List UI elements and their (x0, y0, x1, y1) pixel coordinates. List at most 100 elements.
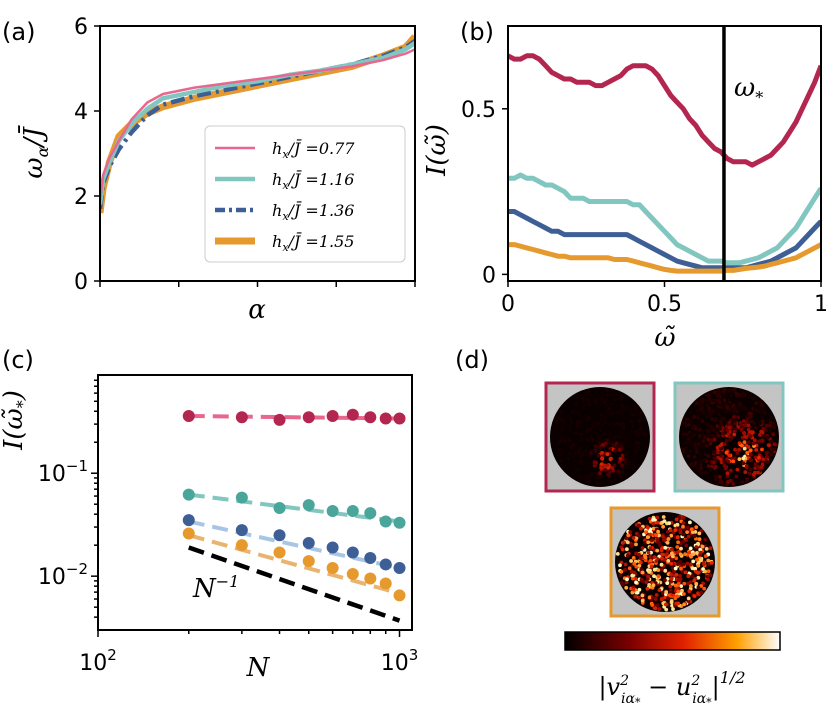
panel-d-site (674, 556, 679, 561)
panel-d-site (660, 556, 664, 561)
panel-d-site (620, 453, 625, 458)
panel-d-site (670, 603, 674, 608)
panel-d-site (622, 540, 626, 545)
panel-d-site (720, 405, 724, 410)
panel-d-site (679, 546, 683, 551)
panel-d-site (632, 412, 637, 417)
panel-d-site (752, 472, 756, 477)
panel-d-site (725, 471, 730, 476)
panel-d-site (762, 406, 767, 411)
panel-d-site (625, 547, 629, 552)
panel-c-point (182, 527, 195, 540)
panel-d-site (624, 580, 629, 585)
panel-d-site (617, 416, 621, 420)
panel-d-site (697, 424, 701, 428)
panel-d-site (651, 526, 656, 531)
panel-d-map-3 (609, 506, 721, 618)
panel-d-site (603, 400, 607, 404)
panel-d-site (628, 530, 633, 535)
panel-d-site (687, 430, 692, 435)
panel-d-site (700, 544, 705, 549)
panel-d-site (696, 591, 700, 596)
panel-d-site (674, 572, 679, 577)
panel-d-site (714, 430, 719, 435)
panel-d-site (692, 467, 697, 471)
panel-d-site (659, 548, 664, 553)
panel-d-site (646, 540, 651, 545)
panel-d-site (688, 449, 693, 454)
panel-d-site (657, 588, 662, 592)
panel-d-site (579, 450, 584, 455)
panel-d-site (692, 534, 697, 539)
panel-d-site (653, 581, 658, 585)
panel-d-site (764, 423, 769, 428)
panel-label-c: (c) (2, 346, 34, 374)
panel-d-site (712, 460, 716, 465)
panel-d-site (558, 453, 563, 458)
panel-d-site (758, 401, 762, 406)
panel-d-site (631, 587, 636, 592)
panel-c-xtick-label: 102 (79, 646, 117, 676)
panel-d-site (715, 393, 720, 398)
panel-d-site (585, 438, 590, 442)
panel-d-site (712, 437, 717, 442)
panel-d-site (748, 448, 753, 453)
panel-d-site (725, 474, 730, 479)
panel-d-site (628, 411, 633, 415)
panel-d-site (694, 545, 699, 549)
panel-d-site (607, 406, 611, 411)
panel-d-site (753, 425, 758, 430)
legend-entry: hx/J̄ =1.36 (272, 199, 354, 223)
panel-d-site (669, 579, 674, 584)
panel-d-site (638, 426, 643, 431)
panel-d-site (729, 468, 733, 473)
panel-d-site (702, 586, 707, 591)
panel-d-site (610, 466, 615, 470)
panel-d-site (629, 559, 633, 563)
panel-d-site (706, 464, 711, 468)
panel-d-site (720, 427, 725, 431)
panel-d-site (744, 413, 749, 418)
panel-d-site (686, 574, 691, 579)
panel-d-site (603, 468, 608, 472)
panel-d-site (764, 451, 769, 456)
panel-d-site (569, 445, 574, 450)
svg-text:ωα/J̄: ωα/J̄ (17, 124, 52, 178)
panel-d-site (673, 566, 678, 571)
panel-d-site (626, 469, 631, 473)
panel-d-site (606, 401, 611, 405)
panel-d-site (665, 548, 670, 552)
panel-d-site (604, 388, 609, 393)
panel-d-site (734, 474, 739, 479)
panel-d-site (707, 433, 712, 438)
panel-d-site (694, 525, 699, 529)
panel-d-site (596, 435, 600, 440)
panel-d-site (620, 547, 625, 552)
panel-d-site (723, 430, 728, 435)
panel-d-site (662, 557, 667, 562)
panel-d-site (760, 438, 765, 443)
panel-d-site (614, 441, 619, 446)
panel-d-site (680, 588, 684, 593)
panel-d-site (754, 448, 759, 452)
panel-d-site (559, 429, 563, 433)
panel-d-site (681, 540, 686, 544)
panel-d-site (712, 408, 717, 413)
panel-d-site (746, 427, 751, 432)
panel-d-site (622, 568, 627, 573)
panel-d-site (710, 417, 715, 421)
panel-d: |v2 iα* − u2 iα*|1/2 (544, 381, 785, 709)
panel-d-site (692, 433, 696, 437)
panel-d-site (597, 441, 602, 446)
panel-d-site (739, 404, 744, 408)
panel-d-site (595, 438, 600, 443)
panel-d-site (615, 421, 620, 426)
panel-d-site (695, 557, 699, 562)
panel-d-site (696, 541, 700, 546)
panel-d-site (772, 442, 777, 447)
panel-d-site (557, 440, 562, 445)
panel-d-site (619, 560, 624, 565)
panel-d-site (766, 443, 771, 448)
panel-d-site (589, 434, 594, 438)
panel-d-site (666, 593, 671, 598)
